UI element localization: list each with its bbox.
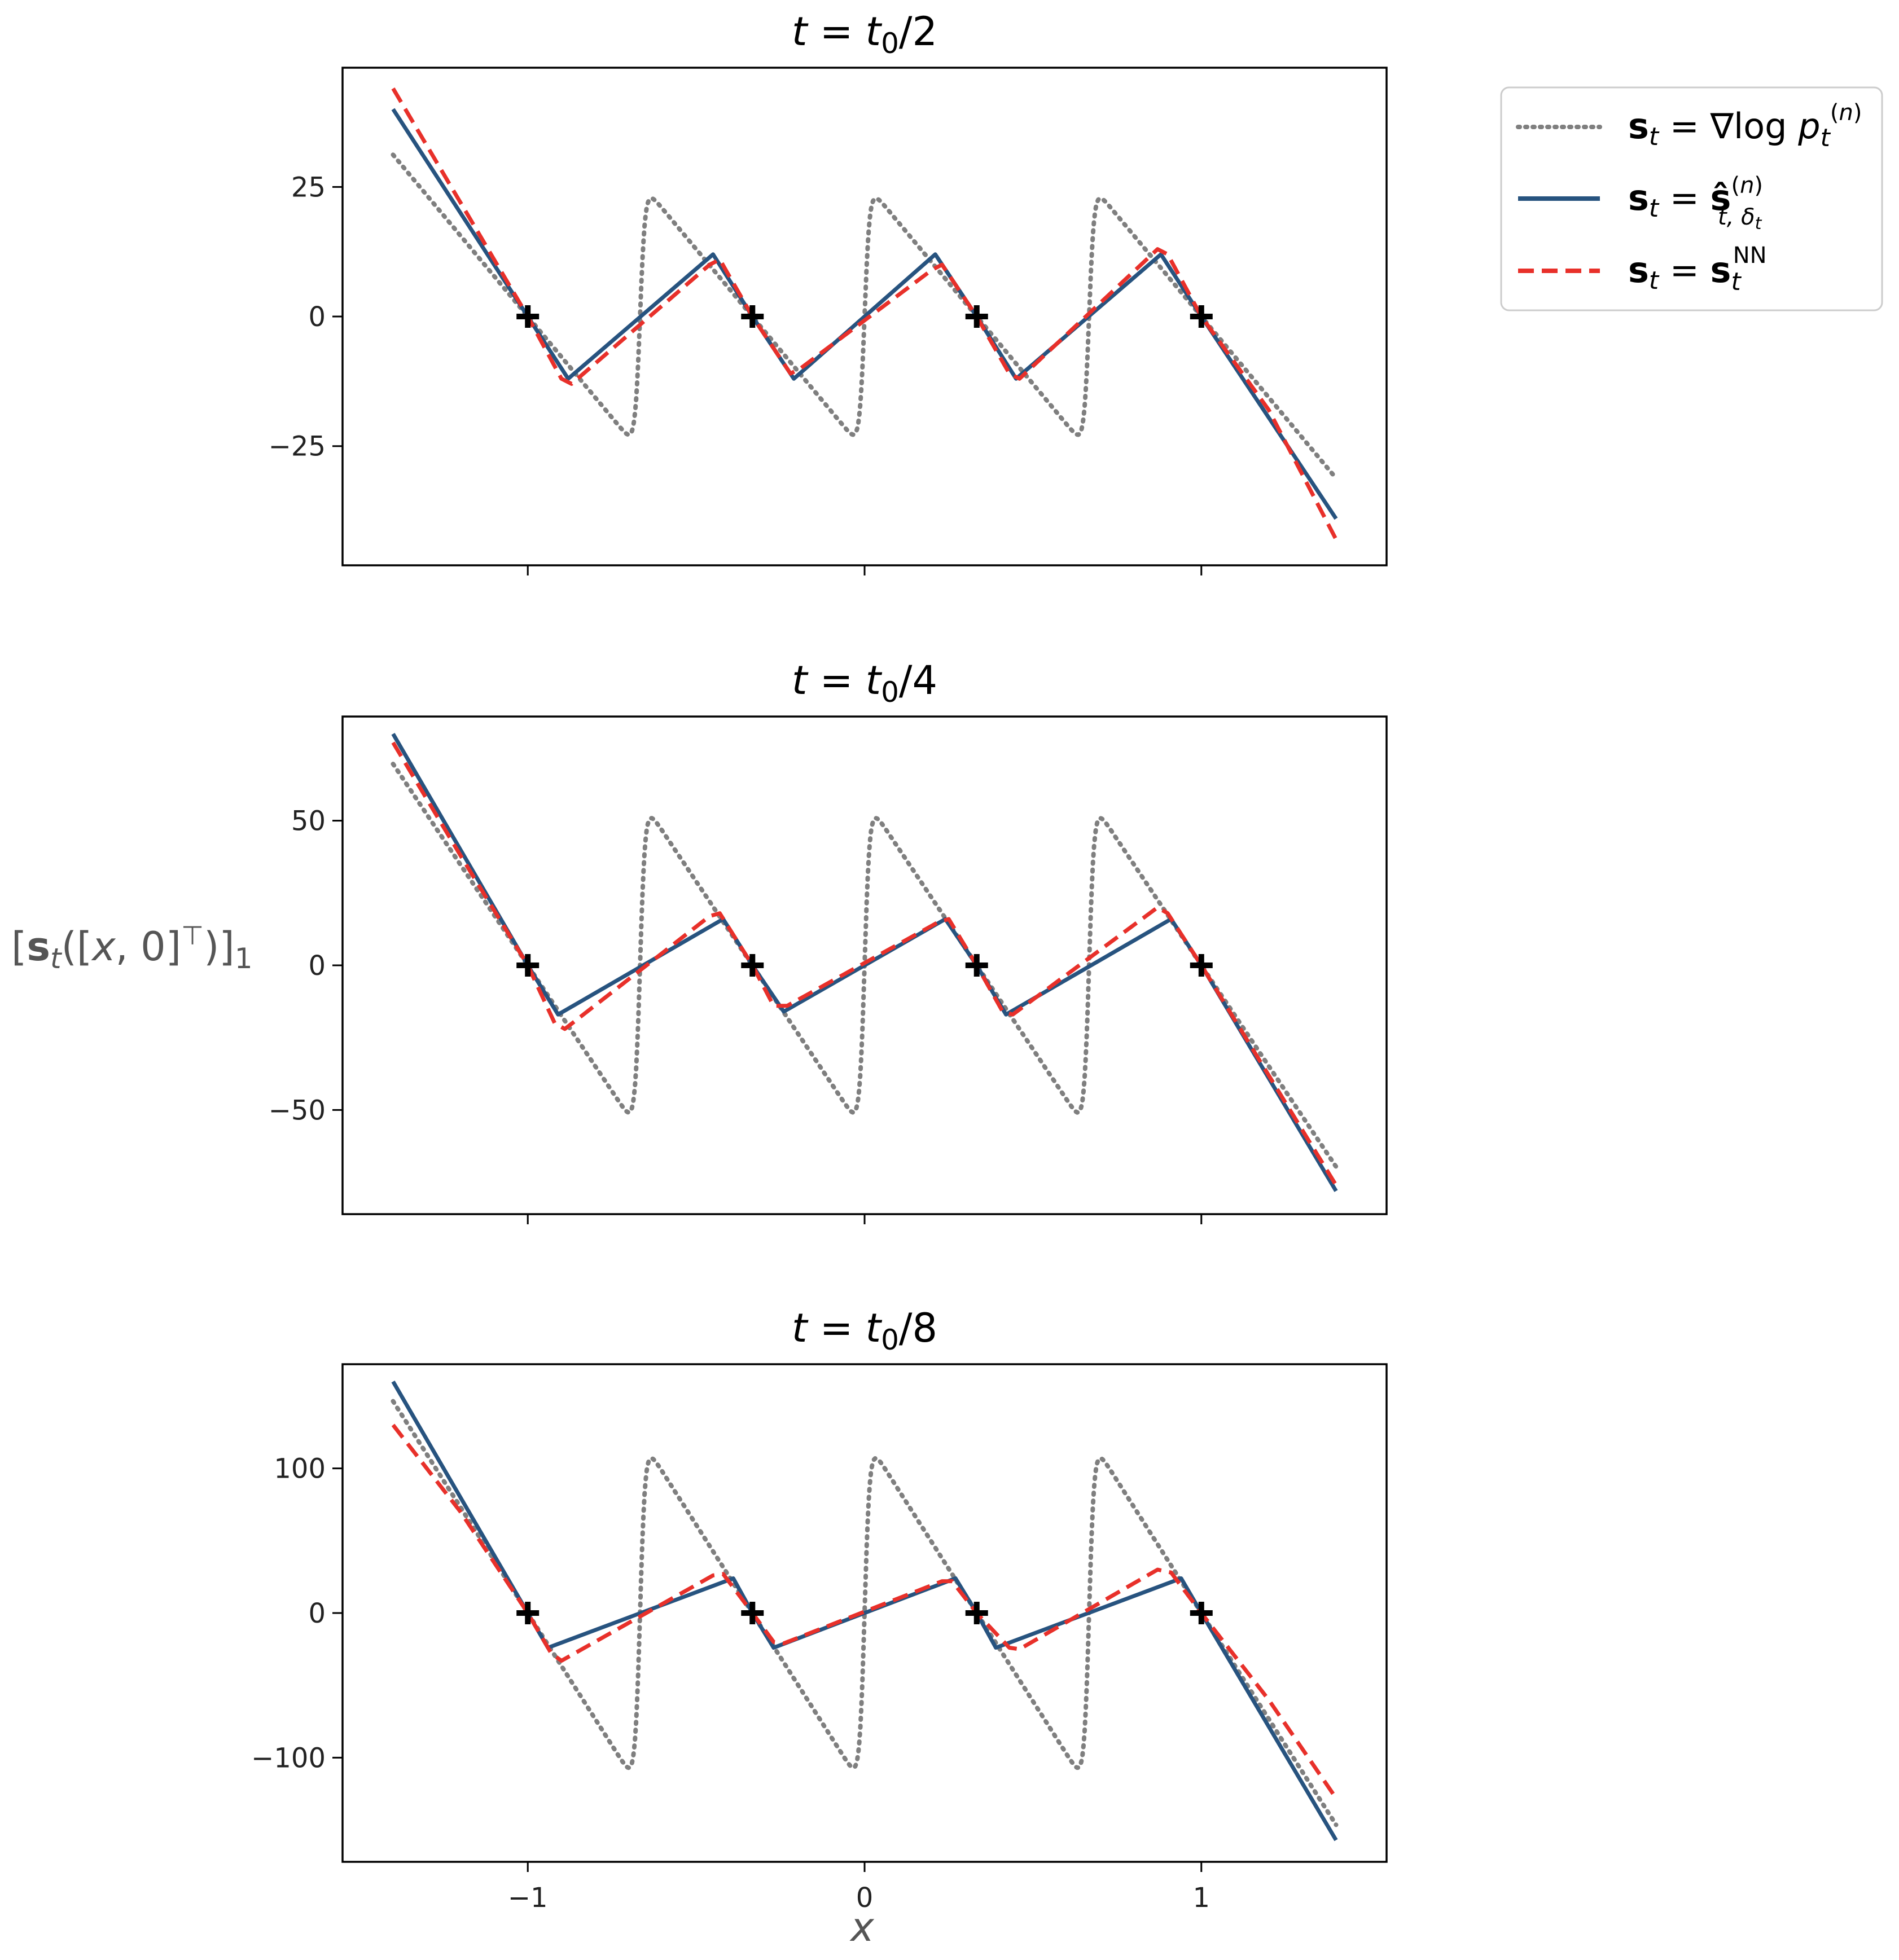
legend-frame — [1500, 86, 1883, 311]
panel-title: t = t0/8 — [792, 1305, 937, 1356]
panel-2: t = t0/4 −50 0 50 — [269, 657, 1388, 1224]
x-tick-label: 1 — [1193, 1882, 1211, 1914]
y-tick-label: 0 — [308, 950, 326, 982]
series-estimator — [391, 108, 1338, 520]
x-axis-label: x — [849, 1904, 874, 1950]
y-tick-label: −50 — [269, 1095, 326, 1126]
y-tick-label: 100 — [274, 1453, 326, 1485]
y-tick-label: 25 — [291, 172, 326, 203]
panel-3: t = t0/8 −100 0 100 −1 0 1 — [251, 1305, 1388, 1914]
y-tick-label: 50 — [291, 806, 326, 837]
x-tick-label: −1 — [508, 1882, 548, 1914]
plot-area — [391, 733, 1339, 1192]
legend-label-estimator: st = ŝ(n) t, δt — [1628, 173, 1763, 234]
series-nn — [391, 1423, 1338, 1800]
plot-area — [391, 87, 1339, 540]
plot-area — [391, 1381, 1339, 1842]
panel-title: t = t0/2 — [792, 8, 937, 60]
series-estimator — [391, 733, 1338, 1192]
y-tick-label: 0 — [308, 1598, 326, 1629]
panel-1: t = t0/2 −25 0 25 — [269, 8, 1388, 575]
panel-frame — [341, 1363, 1388, 1863]
legend-label-true-score: st = ∇log pt(n) — [1628, 100, 1862, 152]
y-tick-label: 0 — [308, 301, 326, 333]
legend-label-nn: st = stNN — [1628, 243, 1767, 296]
y-tick-label: −25 — [269, 431, 326, 463]
y-axis-label: [st([x, 0]⊤)]1 — [11, 920, 253, 975]
series-nn — [391, 87, 1338, 540]
panel-frame — [341, 67, 1388, 566]
y-tick-label: −100 — [251, 1742, 326, 1774]
x-tick-label: 0 — [856, 1882, 874, 1914]
panel-title: t = t0/4 — [792, 657, 937, 709]
series-nn — [391, 741, 1338, 1186]
panel-frame — [341, 715, 1388, 1215]
legend: st = ∇log pt(n) st = ŝ(n) t, δt st = stNN — [1500, 86, 1883, 311]
